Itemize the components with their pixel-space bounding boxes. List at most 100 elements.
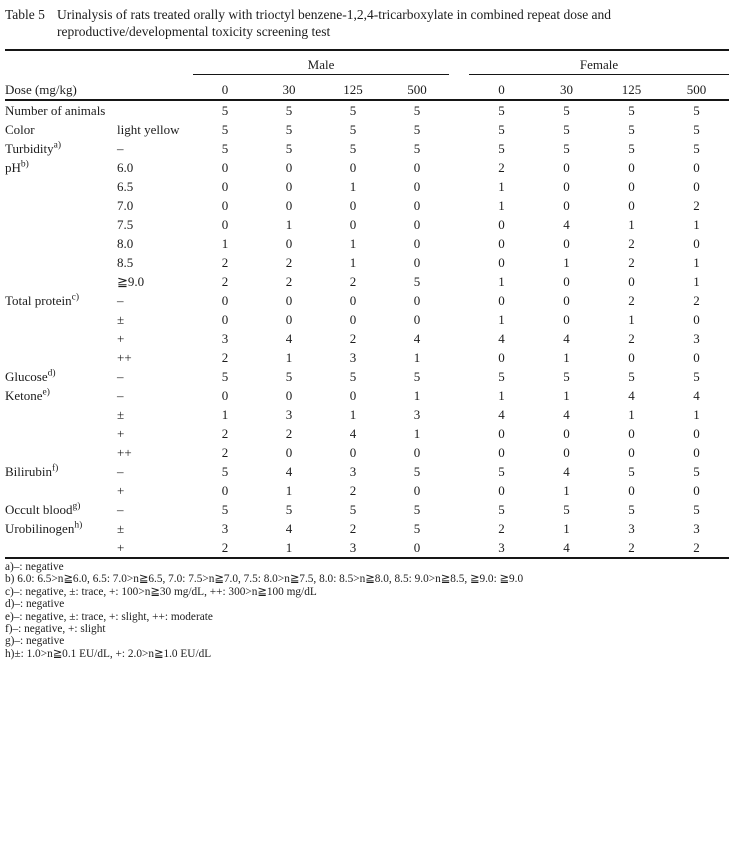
count-cell: 5: [413, 122, 421, 137]
footnote-ref: b): [20, 159, 29, 170]
group-gap: [449, 462, 469, 481]
row-grade: ++: [117, 445, 132, 460]
count-cell: 1: [498, 198, 505, 213]
table-row: ±0 0 0 0 1 0 1 0: [5, 310, 729, 329]
count-cell: 5: [498, 502, 505, 517]
group-gap: [449, 100, 469, 120]
count-cell: 5: [221, 464, 229, 479]
count-cell: 1: [498, 388, 505, 403]
row-grade: [117, 100, 193, 120]
footnotes: a)–: negative b) 6.0: 6.5>n≧6.0, 6.5: 7.…: [5, 561, 729, 660]
count-cell: 5: [221, 369, 229, 384]
count-cell: 0: [693, 426, 700, 441]
count-cell: 5: [693, 103, 700, 118]
table-row: Bilirubinf) –5 4 3 5 5 4 5 5: [5, 462, 729, 481]
row-grade: +: [117, 426, 125, 441]
count-cell: 5: [498, 122, 505, 137]
count-cell: 5: [221, 502, 229, 517]
count-cell: 0: [498, 217, 505, 232]
count-cell: 4: [563, 540, 570, 555]
count-cell: 2: [498, 160, 505, 175]
count-cell: 2: [349, 521, 357, 536]
count-cell: 5: [563, 141, 570, 156]
count-cell: 2: [628, 293, 635, 308]
count-cell: 4: [498, 407, 505, 422]
count-cell: 4: [285, 521, 293, 536]
row-label-text: Number of animals: [5, 103, 106, 118]
row-label: [5, 272, 117, 291]
count-cell: 0: [349, 217, 357, 232]
female-dose-30: 30: [534, 74, 600, 101]
count-cell: 0: [221, 160, 229, 175]
row-label-text: pH: [5, 160, 21, 175]
table-row: +3 4 2 4 4 4 2 3: [5, 329, 729, 348]
count-cell: 1: [563, 483, 570, 498]
count-cell: 0: [285, 445, 293, 460]
count-cell: 5: [628, 141, 635, 156]
group-gap: [449, 481, 469, 500]
footnote-h: h)±: 1.0>n≧0.1 EU/dL, +: 2.0>n≧1.0 EU/dL: [5, 647, 212, 660]
count-cell: 5: [498, 103, 505, 118]
group-gap: [449, 177, 469, 196]
count-cell: 1: [628, 312, 635, 327]
count-cell: 1: [563, 521, 570, 536]
count-cell: 0: [349, 198, 357, 213]
row-label: pHb): [5, 158, 117, 177]
table-row: 7.0 0 0 0 0 1 0 0 2: [5, 196, 729, 215]
count-cell: 2: [221, 274, 229, 289]
group-gap: [449, 139, 469, 158]
count-cell: 1: [349, 407, 357, 422]
count-cell: 5: [349, 141, 357, 156]
page: Table 5 Urinalysis of rats treated orall…: [5, 6, 730, 660]
count-cell: 0: [498, 255, 505, 270]
count-cell: 0: [498, 445, 505, 460]
count-cell: 0: [285, 236, 293, 251]
table-row: ±1 3 1 3 4 4 1 1: [5, 405, 729, 424]
count-cell: 0: [221, 483, 229, 498]
count-cell: 1: [349, 179, 357, 194]
count-cell: 0: [628, 350, 635, 365]
count-cell: 5: [563, 103, 570, 118]
group-gap: [449, 329, 469, 348]
count-cell: 5: [413, 521, 421, 536]
count-cell: 3: [693, 331, 700, 346]
count-cell: 0: [498, 350, 505, 365]
count-cell: 2: [628, 540, 635, 555]
group-gap: [449, 120, 469, 139]
count-cell: 5: [413, 502, 421, 517]
count-cell: 0: [349, 312, 357, 327]
count-cell: 1: [628, 217, 635, 232]
row-label-text: Bilirubin: [5, 464, 52, 479]
table-title: Table 5 Urinalysis of rats treated orall…: [5, 6, 729, 40]
row-grade: –: [117, 388, 124, 403]
table-row: Turbiditya) –5 5 5 5 5 5 5 5: [5, 139, 729, 158]
table-row: +0 1 2 0 0 1 0 0: [5, 481, 729, 500]
count-cell: 1: [413, 388, 421, 403]
count-cell: 5: [628, 103, 635, 118]
count-cell: 0: [285, 388, 293, 403]
count-cell: 3: [221, 521, 229, 536]
row-label: Urobilinogenh): [5, 519, 117, 538]
group-gap: [449, 50, 470, 101]
count-cell: 0: [693, 160, 700, 175]
row-label-text: Total protein: [5, 293, 72, 308]
group-gap: [449, 386, 469, 405]
count-cell: 1: [413, 426, 421, 441]
row-grade: –: [117, 369, 124, 384]
male-dose-30: 30: [257, 74, 322, 101]
count-cell: 2: [221, 540, 229, 555]
table-caption: Urinalysis of rats treated orally with t…: [57, 6, 705, 40]
count-cell: 5: [413, 274, 421, 289]
count-cell: 5: [693, 502, 700, 517]
count-cell: 5: [285, 122, 293, 137]
row-label: [5, 234, 117, 253]
count-cell: 1: [628, 407, 635, 422]
table-row: Occult bloodg) –5 5 5 5 5 5 5 5: [5, 500, 729, 519]
dose-unit-label: Dose (mg/kg): [5, 50, 194, 101]
dose-header-row: 0 30 125 500 0 30 125 500: [5, 74, 730, 101]
footnote-f: f)–: negative, +: slight: [5, 623, 106, 636]
count-cell: 5: [221, 141, 229, 156]
row-grade: ±: [117, 521, 125, 536]
count-cell: 5: [693, 122, 700, 137]
male-dose-125: 125: [321, 74, 386, 101]
